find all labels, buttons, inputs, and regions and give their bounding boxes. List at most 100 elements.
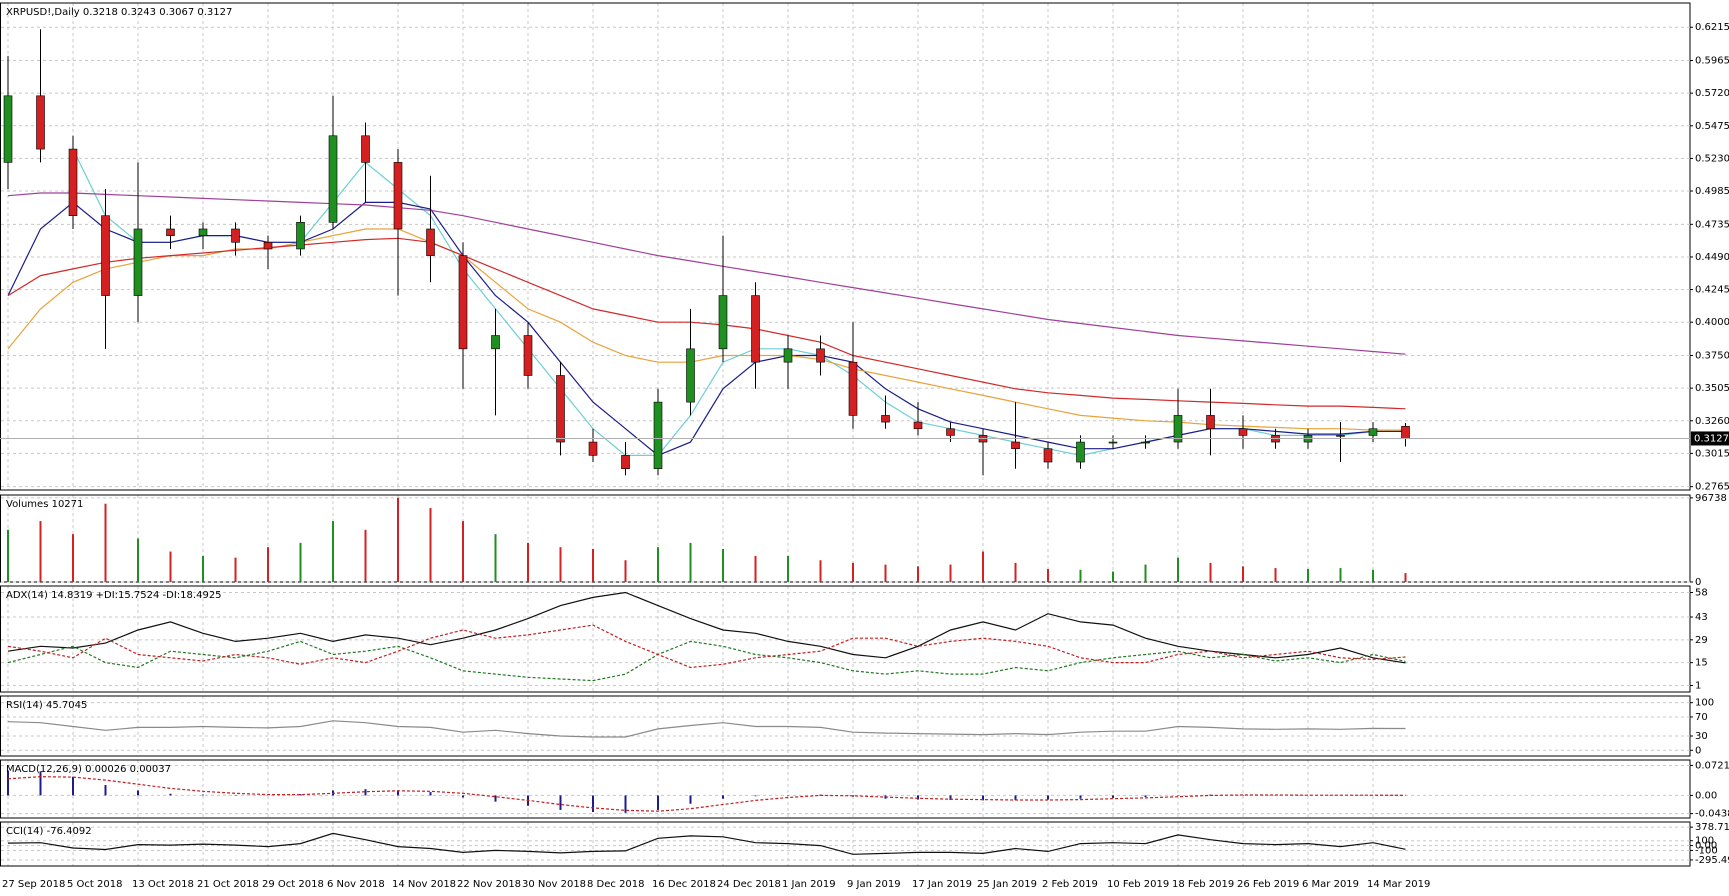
candle-body xyxy=(101,215,110,296)
panel-frame xyxy=(0,821,1691,867)
y-tick-label: 0 xyxy=(1695,745,1701,756)
candle-body xyxy=(1043,448,1053,463)
y-tick-label: 0.3015 xyxy=(1695,448,1729,459)
candle-body xyxy=(1238,428,1248,436)
candle-body xyxy=(621,455,630,469)
y-tick-label: 0.3750 xyxy=(1695,350,1729,361)
candle-body xyxy=(361,135,370,163)
y-tick-label: 0.3260 xyxy=(1695,416,1729,427)
x-tick-label: 21 Oct 2018 xyxy=(197,879,259,890)
candle-body xyxy=(1011,441,1020,450)
candle-body xyxy=(263,242,273,250)
candle-body xyxy=(133,228,143,296)
candle-body xyxy=(68,148,78,216)
panel-frame xyxy=(0,695,1691,757)
x-tick-label: 13 Oct 2018 xyxy=(132,879,194,890)
candle-body xyxy=(946,428,955,436)
y-tick-label: 0.4245 xyxy=(1695,285,1729,296)
y-tick-label: 15 xyxy=(1695,658,1708,669)
y-tick-label: 100 xyxy=(1695,698,1714,709)
candle-body xyxy=(1206,415,1215,430)
candle-body xyxy=(1401,426,1410,439)
candle-body xyxy=(718,295,728,350)
candle-body xyxy=(816,348,825,363)
indicator-line xyxy=(7,228,1406,431)
y-tick-label: 96738 xyxy=(1695,493,1727,504)
x-tick-label: 14 Mar 2019 xyxy=(1367,879,1430,890)
panel-frame xyxy=(0,585,1691,693)
indicator-line xyxy=(7,201,1406,457)
candle-body xyxy=(491,335,500,350)
y-tick-label: 70 xyxy=(1695,712,1708,723)
indicator-line xyxy=(7,237,1406,410)
y-tick-label: 0.07218 xyxy=(1695,760,1729,771)
panel-frame xyxy=(0,494,1691,583)
last-price-label: 0.3127 xyxy=(1694,433,1729,444)
x-tick-label: 6 Nov 2018 xyxy=(327,879,385,890)
y-tick-label: -0.04383 xyxy=(1695,809,1729,820)
candle-body xyxy=(881,415,890,423)
x-tick-label: 18 Feb 2019 xyxy=(1172,879,1234,890)
y-tick-label: -295.4971 xyxy=(1695,855,1729,866)
y-tick-label: 0.4985 xyxy=(1695,186,1729,197)
candle-body xyxy=(848,361,858,416)
x-tick-label: 17 Jan 2019 xyxy=(912,879,972,890)
candle-body xyxy=(296,222,305,250)
candle-body xyxy=(458,255,468,350)
y-tick-label: 378.7142 xyxy=(1695,822,1729,833)
x-tick-label: 29 Oct 2018 xyxy=(262,879,324,890)
candle-body xyxy=(556,375,565,443)
y-tick-label: 1 xyxy=(1695,680,1701,691)
y-tick-label: 0.00 xyxy=(1695,841,1717,852)
y-tick-label: 0.6215 xyxy=(1695,22,1729,33)
indicator-line xyxy=(7,192,1406,355)
y-tick-label: 0 xyxy=(1695,577,1701,588)
indicator-line xyxy=(7,720,1406,738)
y-tick-label: 100 xyxy=(1695,836,1714,847)
indicator-line xyxy=(7,832,1406,855)
x-tick-label: 10 Feb 2019 xyxy=(1107,879,1169,890)
x-tick-label: 30 Nov 2018 xyxy=(522,879,586,890)
y-tick-label: 58 xyxy=(1695,588,1708,599)
candle-body xyxy=(231,228,240,243)
y-tick-label: 0.5965 xyxy=(1695,56,1729,67)
candle-body xyxy=(166,228,175,236)
y-tick-label: 0.5230 xyxy=(1695,153,1729,164)
y-tick-label: -100 xyxy=(1695,845,1718,856)
candle-body xyxy=(1336,435,1345,437)
panel-title: RSI(14) 45.7045 xyxy=(6,700,87,711)
candle-body xyxy=(1173,415,1183,443)
x-tick-label: 27 Sep 2018 xyxy=(2,879,65,890)
y-tick-label: 0.4735 xyxy=(1695,219,1729,230)
candle-body xyxy=(913,421,923,430)
candle-body xyxy=(751,295,760,363)
panel-title: ADX(14) 14.8319 +DI:15.7524 -DI:18.4925 xyxy=(6,590,222,601)
y-tick-label: 0.4000 xyxy=(1695,317,1729,328)
candle-body xyxy=(1368,428,1378,436)
candle-body xyxy=(393,162,403,230)
last-price-box xyxy=(1691,431,1729,446)
panel-frame xyxy=(0,2,1691,491)
x-tick-label: 8 Dec 2018 xyxy=(587,879,645,890)
indicator-line xyxy=(7,776,1406,812)
x-tick-label: 16 Dec 2018 xyxy=(652,879,716,890)
y-tick-label: 0.4490 xyxy=(1695,252,1729,263)
x-tick-label: 6 Mar 2019 xyxy=(1302,879,1359,890)
candle-body xyxy=(36,95,45,150)
candle-body xyxy=(1141,441,1150,444)
candle-body xyxy=(588,441,598,456)
candle-body xyxy=(198,228,208,236)
candle-body xyxy=(328,135,338,223)
x-tick-label: 9 Jan 2019 xyxy=(847,879,901,890)
x-tick-label: 24 Dec 2018 xyxy=(717,879,781,890)
candle-body xyxy=(783,348,793,363)
x-tick-label: 25 Jan 2019 xyxy=(977,879,1037,890)
panel-title: CCI(14) -76.4092 xyxy=(6,826,92,837)
y-tick-label: 0.00 xyxy=(1695,790,1717,801)
y-tick-label: 0.5720 xyxy=(1695,88,1729,99)
x-tick-label: 1 Jan 2019 xyxy=(782,879,836,890)
y-tick-label: 30 xyxy=(1695,731,1708,742)
